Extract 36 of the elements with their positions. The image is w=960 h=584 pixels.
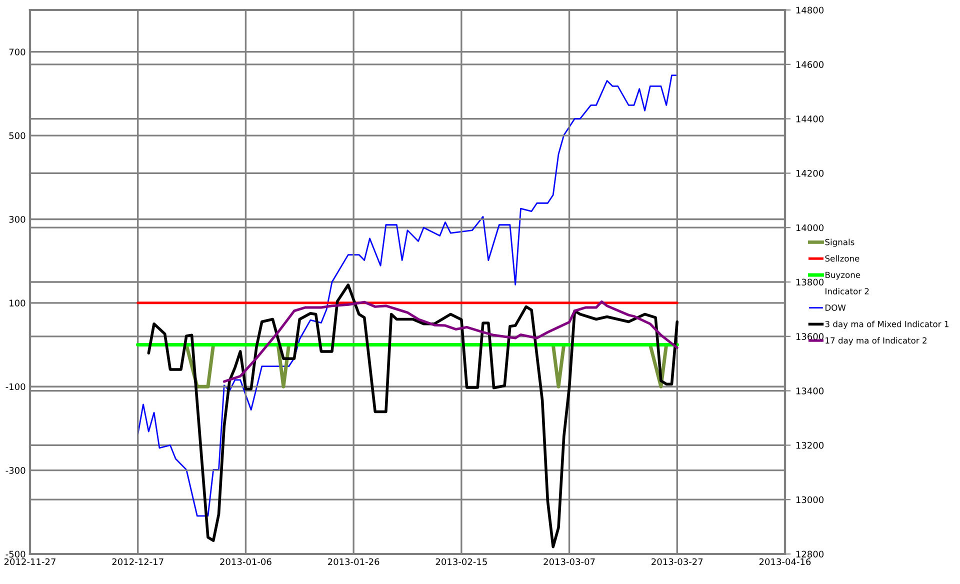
x-tick-label: 2013-03-27 [652,558,703,566]
x-tick-label: 2013-02-15 [436,558,487,566]
line-series [137,74,678,517]
x-tick-label: 2013-01-06 [220,558,272,566]
line-series [222,300,678,383]
y-tick-label: 300 [9,216,26,223]
legend-label: Signals [825,238,854,247]
y2-tick-label: 14800 [796,6,824,14]
y2-tick-label: 13000 [796,496,824,504]
y-tick-label: 500 [9,132,26,140]
y-tick-label: -300 [6,467,26,474]
y2-tick-label: 14200 [796,170,824,177]
x-tick-label: 2012-11-27 [4,558,56,566]
legend-label: 3 day ma of Mixed Indicator 1 [825,320,948,329]
y2-tick-label: 14000 [796,224,824,232]
y2-tick-label: 13200 [796,442,824,449]
y2-tick-label: 14600 [796,61,824,68]
y-tick-label: 700 [9,48,26,56]
y2-tick-label: 14400 [796,116,824,122]
x-tick-label: 2013-01-26 [328,558,380,566]
legend-label: Buyzone [826,272,860,280]
y-tick-label: 100 [10,300,26,306]
x-tick-label: 2013-04-16 [759,558,811,566]
legend-label: DOW [826,304,846,311]
legend-label: 17 day ma of Indicator 2 [826,337,926,346]
x-tick-label: 2013-03-07 [544,558,595,566]
y2-tick-label: 13800 [796,278,824,286]
y-tick-label: -100 [6,383,26,390]
x-tick-label: 2012-12-17 [112,558,164,566]
legend-label: Sellzone [825,255,860,262]
y2-tick-label: 13400 [796,388,824,394]
line-series [147,284,679,548]
y2-tick-label: 13600 [796,333,824,340]
y-tick-label: -500 [6,550,26,558]
y2-tick-label: 12800 [796,550,824,558]
text: Indicator 2 [826,288,869,294]
